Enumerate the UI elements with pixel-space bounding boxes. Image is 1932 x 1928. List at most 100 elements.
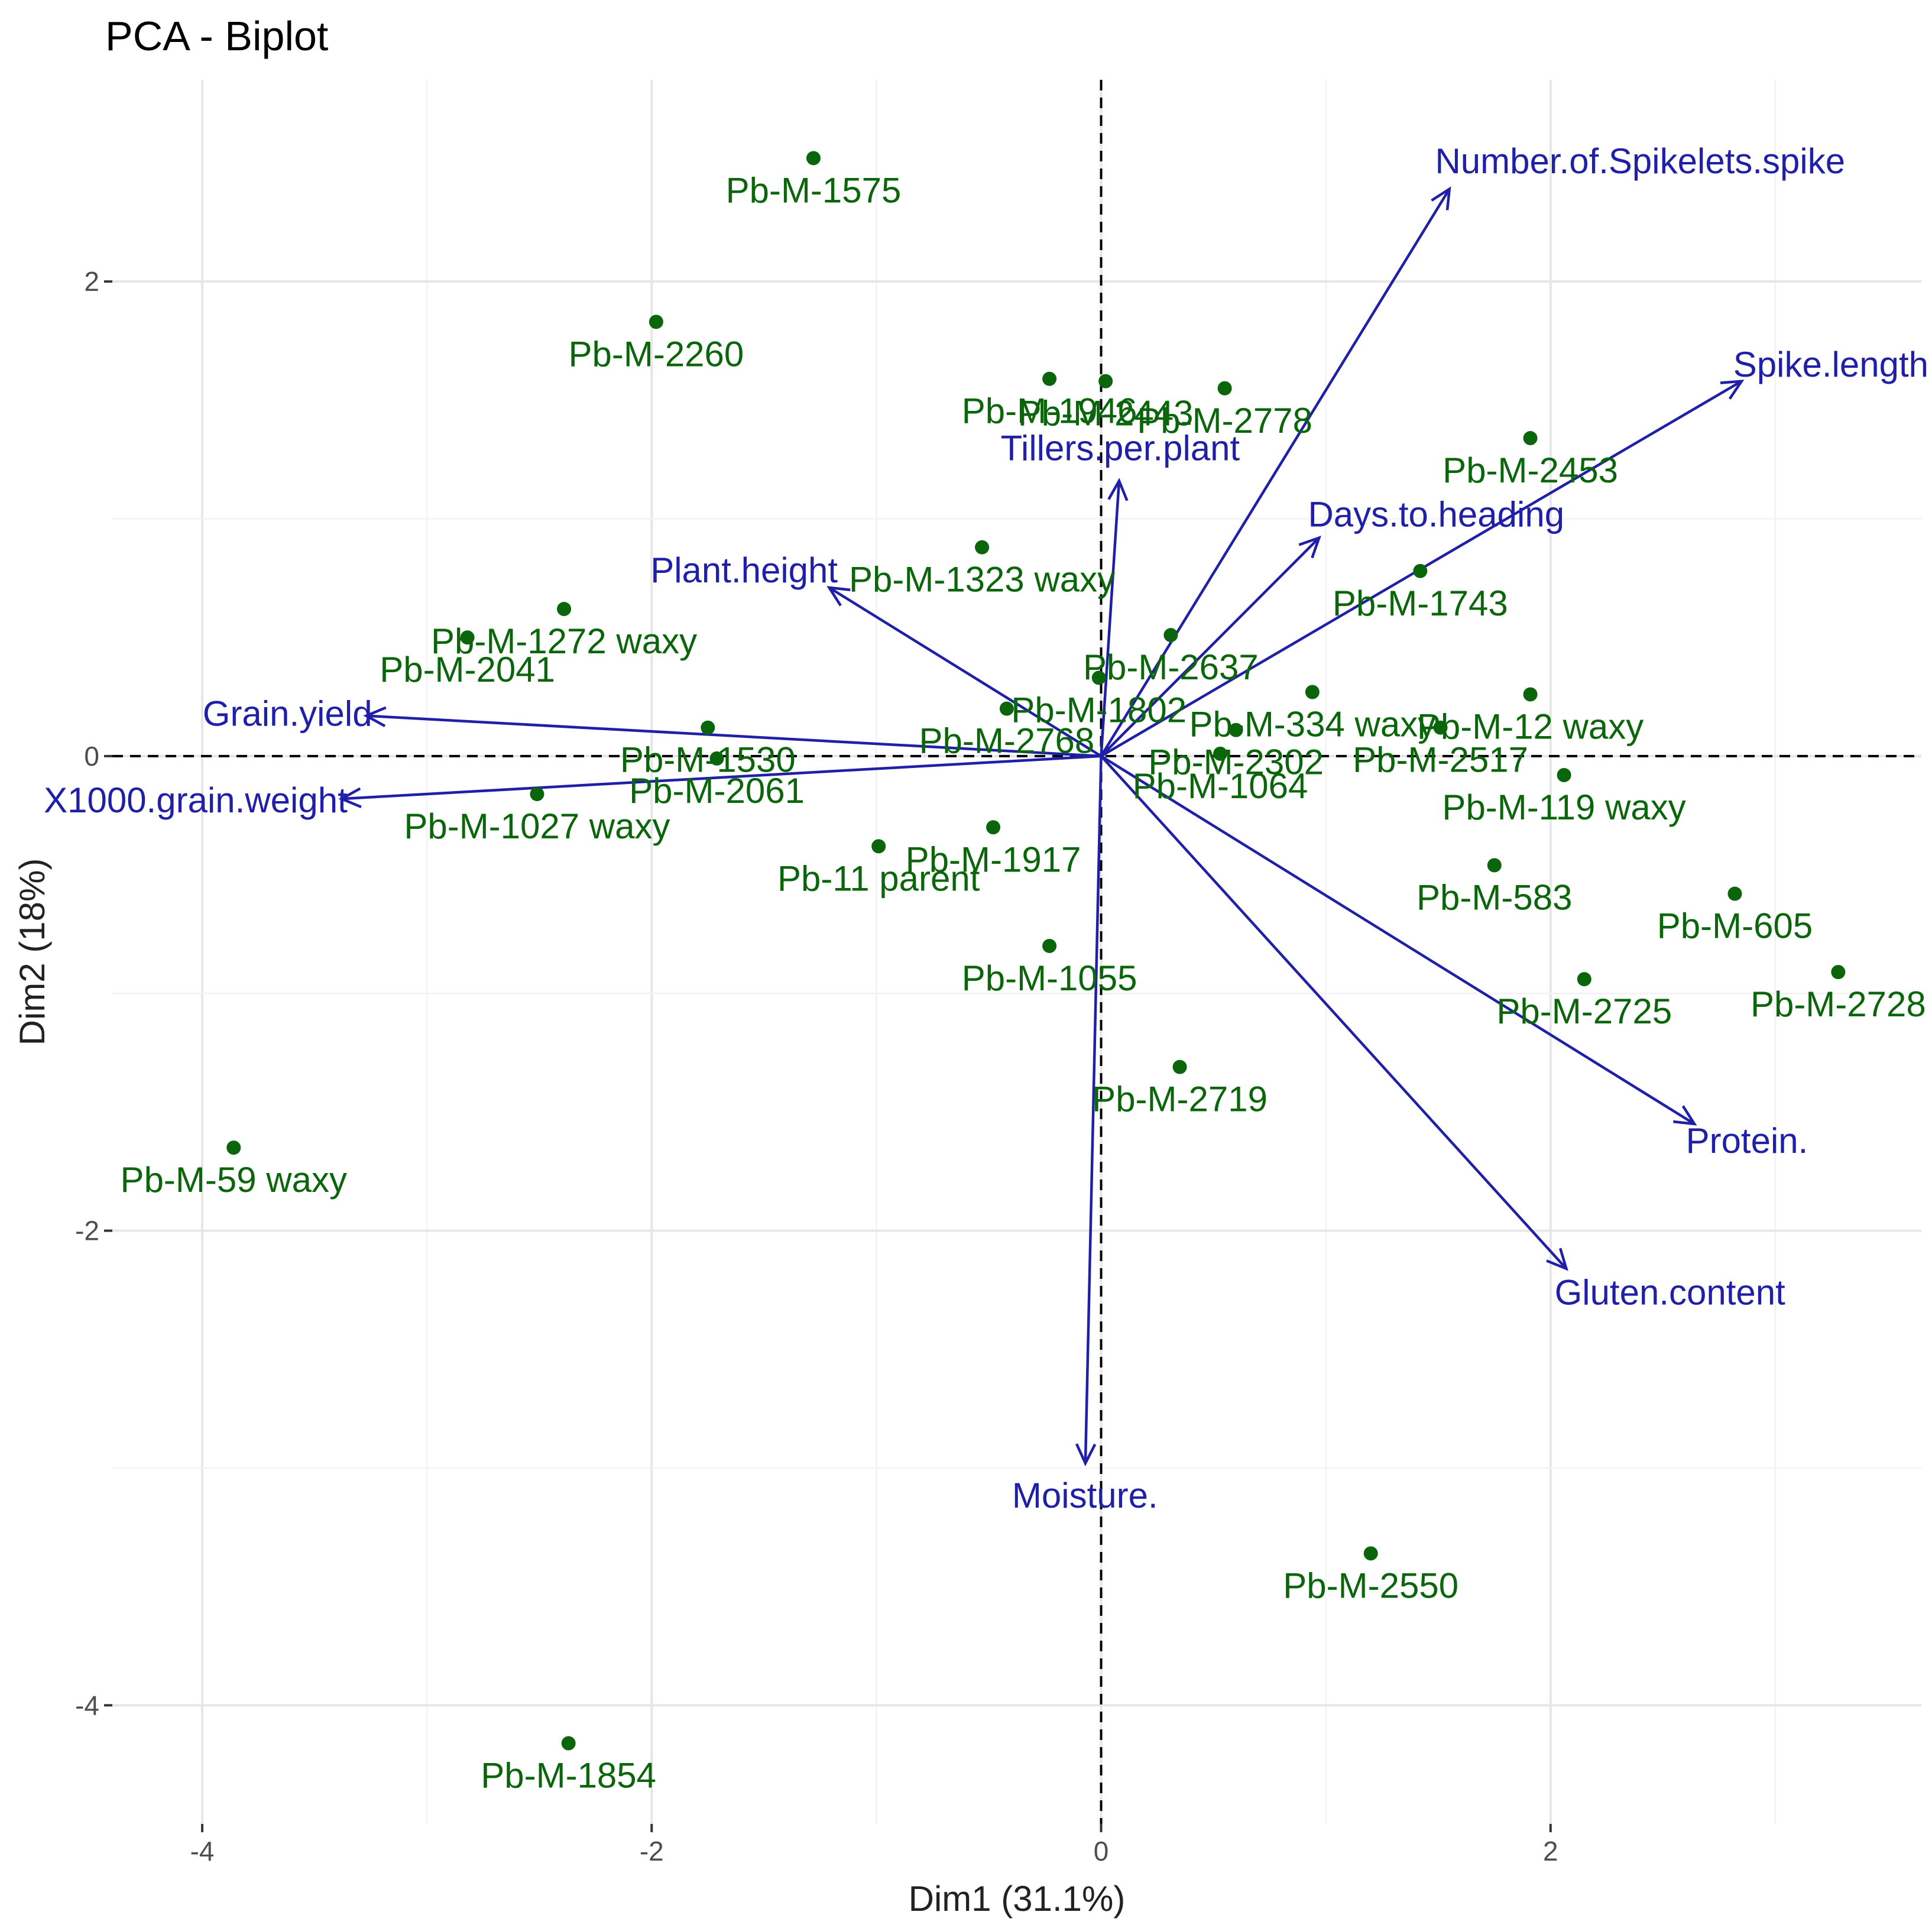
individual-point [986, 820, 1001, 835]
individual-point [1228, 722, 1243, 737]
individual-point [1042, 371, 1057, 386]
individual-point [871, 839, 886, 854]
individual-point [975, 540, 990, 555]
grid-layer [112, 80, 1921, 1824]
individual-label: Pb-M-583 [1416, 878, 1572, 918]
individual-label: Pb-M-2778 [1137, 401, 1312, 440]
individual-label: Pb-M-1946 [962, 391, 1137, 431]
individual-point [701, 720, 715, 735]
individual-label: Pb-M-2260 [568, 334, 744, 374]
individual-point [1433, 720, 1448, 735]
individual-label: Pb-M-59 waxy [121, 1160, 347, 1200]
individual-label: Pb-M-12 waxy [1417, 707, 1644, 747]
y-tick-label: -4 [75, 1690, 99, 1720]
individual-label: Pb-M-2728 [1751, 984, 1926, 1024]
variable-label: Moisture. [1012, 1476, 1158, 1515]
individual-point [649, 315, 663, 329]
individual-point [1523, 687, 1538, 702]
individual-label: Pb-M-2725 [1496, 991, 1672, 1031]
variable-arrow [341, 754, 1101, 801]
individual-point [999, 701, 1014, 716]
variable-arrowhead [1546, 1247, 1568, 1271]
individual-point [1557, 767, 1571, 782]
y-axis-title: Dim2 (18%) [12, 858, 52, 1046]
variable-arrow [1100, 754, 1696, 1125]
variable-label: Tillers.per.plant [1001, 428, 1240, 468]
individual-point [709, 751, 724, 766]
x-tick-label: -2 [640, 1836, 664, 1867]
individual-point [1413, 563, 1428, 578]
variable-label: X1000.grain.weight [44, 780, 348, 820]
individual-point [226, 1140, 241, 1155]
x-tick-label: 2 [1543, 1836, 1558, 1867]
variable-arrowhead [338, 787, 362, 808]
x-tick-label: 0 [1094, 1836, 1109, 1867]
variable-arrowhead [1075, 1443, 1097, 1467]
variable-arrowhead [1673, 1105, 1697, 1126]
individual-label: Pb-M-1802 [1011, 690, 1187, 730]
individual-point [1213, 746, 1228, 761]
variable-label: Days.to.heading [1308, 495, 1564, 534]
variable-label: Grain.yield [203, 694, 372, 734]
individual-point [557, 602, 572, 617]
variable-arrow [1100, 188, 1451, 757]
individual-label: Pb-M-1530 [620, 740, 796, 780]
individual-point [460, 630, 475, 645]
individual-point [1172, 1059, 1187, 1074]
individual-point [1098, 374, 1113, 388]
variable-label: Spike.length [1733, 345, 1928, 384]
variable-arrowhead [1298, 535, 1321, 559]
individual-label: Pb-M-2517 [1353, 740, 1528, 780]
individual-label: Pb-M-2302 [1148, 743, 1324, 782]
individual-point [1363, 1546, 1378, 1561]
individual-label: Pb-M-1272 waxy [431, 621, 697, 661]
variable-arrowhead [363, 706, 387, 727]
variable-arrowhead [1720, 380, 1745, 400]
chart-title: PCA - Biplot [105, 13, 328, 59]
individual-label: Pb-M-2443 [1018, 394, 1194, 433]
y-tick-label: 0 [84, 741, 99, 772]
variable-arrow [828, 586, 1102, 757]
individual-label: Pb-M-2041 [380, 650, 555, 689]
individual-label: Pb-M-2637 [1083, 647, 1259, 687]
variable-vectors: Number.of.Spikelets.spike Spike.length Til… [44, 141, 1928, 1515]
individual-point [561, 1736, 576, 1751]
individual-point [1042, 938, 1057, 953]
variable-label: Plant.height [650, 550, 838, 590]
individual-label: Pb-M-2719 [1092, 1080, 1268, 1119]
axes-layer: -4 -2 0 2 -4 -2 0 2 [75, 266, 1558, 1867]
variable-label: Number.of.Spikelets.spike [1435, 141, 1845, 181]
individual-label: Pb-M-1055 [962, 958, 1137, 998]
individual-label: Pb-M-1575 [726, 170, 902, 210]
individual-point [1727, 886, 1742, 901]
variable-arrow [1100, 537, 1320, 757]
x-axis-title: Dim1 (31.1%) [909, 1879, 1126, 1919]
variable-label: Gluten.content [1555, 1273, 1786, 1313]
variable-label: Protein. [1686, 1121, 1808, 1161]
individual-point [530, 787, 544, 802]
individual-label: Pb-M-1854 [481, 1756, 656, 1796]
individual-point [1831, 965, 1846, 980]
individual-label: Pb-M-2453 [1442, 451, 1618, 490]
individual-points: Pb-M-1575Pb-M-2260Pb-M-1946Pb-M-2443Pb-M… [121, 151, 1926, 1796]
individual-point [1577, 972, 1591, 987]
individual-point [1523, 431, 1538, 446]
individual-point [806, 151, 821, 166]
individual-label: Pb-M-1917 [906, 840, 1081, 879]
individual-label: Pb-M-334 waxy [1189, 705, 1435, 744]
variable-arrowhead [826, 586, 851, 607]
individual-point [1305, 685, 1320, 699]
individual-point [1163, 628, 1178, 643]
y-tick-label: 2 [84, 266, 99, 297]
individual-label: Pb-M-2061 [629, 771, 805, 811]
variable-arrowhead [1107, 478, 1129, 501]
individual-point [1217, 381, 1232, 396]
individual-label: Pb-11 parent [777, 858, 980, 898]
individual-point [1487, 858, 1502, 873]
variable-arrow [366, 714, 1101, 758]
individual-label: Pb-M-2550 [1283, 1566, 1458, 1605]
y-tick-label: -2 [75, 1216, 99, 1246]
variable-arrow [1100, 755, 1568, 1270]
individual-label: Pb-M-2768 [919, 721, 1094, 761]
